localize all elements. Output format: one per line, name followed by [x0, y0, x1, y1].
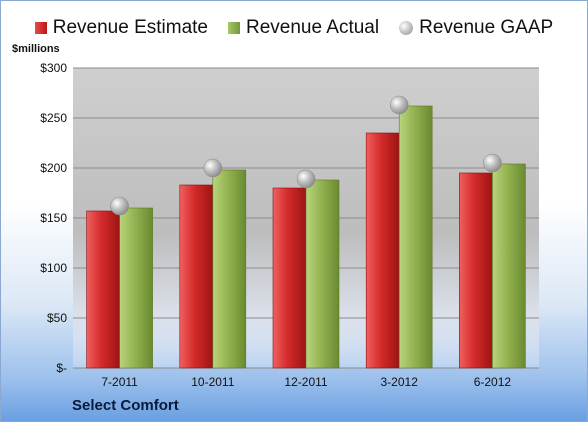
y-tick-label: $200: [40, 161, 67, 175]
legend-swatch-actual: [228, 22, 240, 34]
bar-revenue-estimate: [86, 210, 120, 369]
legend-label-actual: Revenue Actual: [246, 17, 380, 38]
point-revenue-gaap: [483, 153, 502, 173]
legend-label-gaap: Revenue GAAP: [419, 17, 554, 38]
x-tick-label: 3-2012: [381, 375, 419, 389]
legend-item-actual: Revenue Actual: [228, 17, 379, 39]
x-tick-label: 12-2011: [284, 375, 327, 389]
legend-item-gaap: Revenue GAAP: [399, 17, 553, 39]
y-tick-label: $100: [40, 261, 67, 275]
x-tick-label: 10-2011: [191, 375, 234, 389]
bar-revenue-actual: [492, 163, 526, 369]
point-revenue-gaap: [389, 95, 409, 115]
y-tick-label: $300: [40, 61, 67, 75]
company-label: Select Comfort: [72, 397, 179, 414]
y-tick-label: $-: [56, 361, 67, 375]
y-tick-label: $250: [40, 111, 67, 125]
bar-revenue-actual: [212, 169, 247, 369]
legend-swatch-estimate: [34, 22, 47, 34]
bar-revenue-estimate: [365, 132, 400, 369]
y-tick-label: $150: [40, 211, 67, 225]
point-revenue-gaap: [296, 169, 316, 189]
chart-legend: Revenue Estimate Revenue Actual Revenue …: [0, 14, 588, 42]
y-tick-label: $50: [47, 311, 67, 325]
bar-revenue-actual: [119, 207, 153, 369]
y-axis-units-label: $millions: [12, 43, 60, 55]
legend-item-estimate: Revenue Estimate: [34, 17, 208, 39]
point-revenue-gaap: [203, 158, 223, 178]
point-revenue-gaap: [110, 196, 129, 216]
bar-revenue-actual: [398, 105, 433, 369]
legend-swatch-gaap: [399, 21, 414, 35]
bar-revenue-estimate: [272, 187, 307, 369]
bar-revenue-estimate: [179, 184, 214, 369]
x-tick-label: 6-2012: [474, 375, 512, 389]
x-tick-label: 7-2011: [101, 375, 138, 389]
bar-revenue-actual: [305, 179, 340, 369]
bar-revenue-estimate: [459, 172, 493, 369]
legend-label-estimate: Revenue Estimate: [52, 17, 208, 38]
